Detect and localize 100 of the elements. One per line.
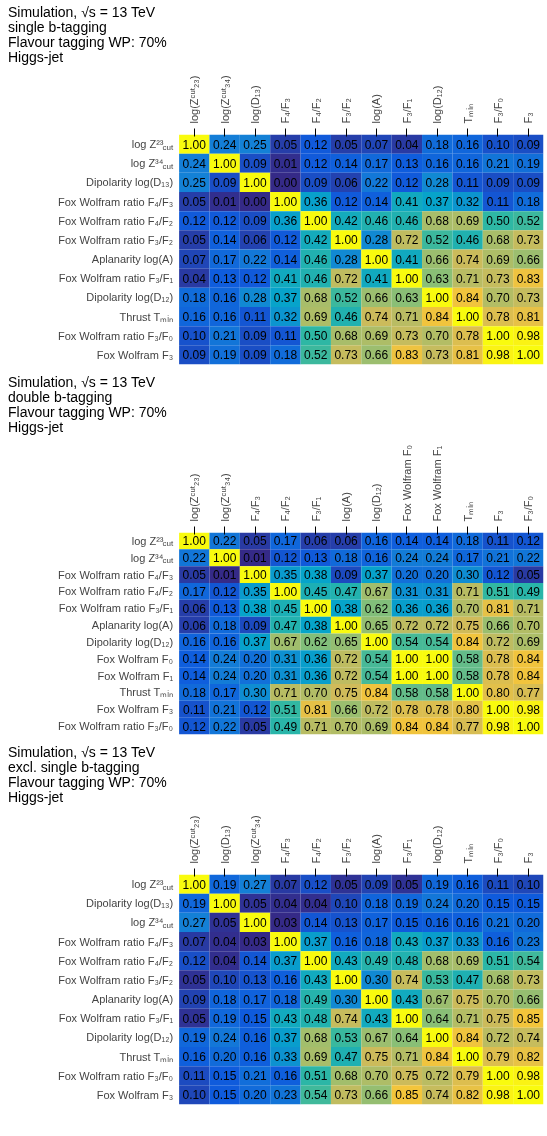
- data-label: 0.65: [334, 635, 359, 650]
- data-label: 0.05: [243, 896, 268, 911]
- data-label: 0.72: [334, 669, 359, 684]
- data-label: 0.10: [516, 877, 541, 892]
- data-label: 0.36: [425, 601, 450, 616]
- data-label: 0.11: [486, 534, 510, 549]
- data-label: 0.24: [182, 156, 207, 171]
- data-label: 0.84: [516, 669, 541, 684]
- data-label: 0.67: [273, 635, 298, 650]
- data-label: 0.12: [273, 551, 298, 566]
- data-label: 0.13: [212, 601, 237, 616]
- text: Higgs-jet: [8, 789, 64, 805]
- data-label: 0.27: [182, 915, 207, 930]
- data-label: 0.43: [334, 954, 359, 969]
- data-label: 0.78: [455, 329, 480, 344]
- data-label: 0.16: [182, 635, 207, 650]
- y-tick-label: Fox Wolfram ratio F₄/F₃: [57, 935, 174, 948]
- data-label: 0.06: [304, 534, 328, 549]
- data-label: 1.00: [425, 669, 450, 684]
- data-label: 0.16: [455, 156, 480, 171]
- y-tick-label: Aplanarity log(A): [91, 993, 174, 1006]
- data-label: 0.74: [364, 310, 389, 325]
- data-label: 1.00: [516, 348, 541, 363]
- data-label: 0.38: [304, 568, 328, 583]
- data-label: 0.14: [304, 915, 328, 930]
- data-label: 0.17: [364, 915, 389, 930]
- data-label: 0.07: [364, 137, 389, 152]
- data-label: 0.22: [182, 551, 207, 566]
- data-label: 0.43: [304, 973, 328, 988]
- data-label: 0.51: [273, 702, 298, 717]
- data-label: 0.78: [395, 702, 419, 717]
- data-label: 0.11: [243, 310, 267, 325]
- x-tick-label: log(Zᶜᵘᵗ₂₃): [188, 815, 201, 864]
- data-label: 0.04: [304, 896, 328, 911]
- x-tick-label: F₃: [491, 510, 504, 522]
- data-label: 0.42: [304, 233, 328, 248]
- data-label: 0.71: [516, 601, 541, 616]
- data-label: 0.18: [455, 534, 480, 549]
- data-label: 0.14: [425, 534, 450, 549]
- data-label: 0.15: [486, 896, 510, 911]
- data-label: 1.00: [304, 214, 328, 229]
- data-label: 0.28: [364, 233, 389, 248]
- data-label: 0.72: [425, 618, 450, 633]
- data-label: 0.14: [273, 252, 298, 267]
- data-label: 0.67: [425, 992, 450, 1007]
- data-label: 0.71: [395, 310, 419, 325]
- y-tick-label: Fox Wolfram ratio F₃/F₁: [58, 1012, 174, 1025]
- y-tick-label: Fox Wolfram F₃: [96, 703, 174, 716]
- data-label: 0.98: [516, 702, 541, 717]
- data-label: 0.32: [455, 195, 480, 210]
- data-label: 0.36: [395, 601, 419, 616]
- data-label: 0.46: [304, 252, 328, 267]
- data-label: 0.04: [273, 896, 298, 911]
- data-label: 0.47: [455, 973, 480, 988]
- data-label: 0.77: [516, 685, 541, 700]
- data-label: 0.98: [486, 719, 510, 734]
- data-label: 0.09: [334, 568, 359, 583]
- data-label: 0.11: [486, 877, 510, 892]
- data-label: 0.25: [243, 137, 268, 152]
- data-label: 0.09: [243, 214, 268, 229]
- data-label: 0.68: [425, 214, 450, 229]
- text: double b-tagging: [8, 389, 114, 405]
- data-label: 0.30: [364, 973, 389, 988]
- data-label: 0.73: [486, 271, 510, 286]
- data-label: 0.16: [455, 137, 480, 152]
- data-label: 0.66: [425, 252, 450, 267]
- data-label: 0.58: [425, 685, 450, 700]
- data-label: 0.66: [334, 702, 359, 717]
- data-label: 0.69: [364, 329, 389, 344]
- data-label: 0.19: [425, 877, 450, 892]
- data-label: 0.58: [455, 669, 480, 684]
- data-label: 0.37: [304, 935, 328, 950]
- data-label: 0.70: [334, 719, 359, 734]
- data-label: 0.63: [425, 271, 450, 286]
- data-label: 0.07: [182, 252, 207, 267]
- data-label: 0.20: [516, 915, 541, 930]
- data-label: 0.14: [395, 534, 419, 549]
- data-label: 0.16: [182, 1050, 207, 1065]
- data-label: 0.09: [243, 348, 268, 363]
- data-label: 1.00: [395, 1011, 419, 1026]
- data-label: 0.09: [182, 348, 207, 363]
- data-label: 0.03: [273, 915, 298, 930]
- data-label: 0.11: [456, 175, 480, 190]
- x-tick-label: log(Zᶜᵘᵗ₂₃): [188, 75, 201, 124]
- y-tick-label: Thrust Tₘᵢₙ: [119, 1050, 173, 1063]
- data-label: 1.00: [425, 1030, 450, 1045]
- data-label: 1.00: [243, 175, 268, 190]
- data-label: 0.67: [364, 584, 389, 599]
- x-tick-label: F₃/F₂: [340, 98, 353, 124]
- x-tick-label: log(D₁₃): [249, 85, 262, 124]
- data-label: 0.01: [273, 156, 298, 171]
- data-label: 0.30: [243, 685, 268, 700]
- data-label: 0.46: [334, 310, 359, 325]
- data-label: 0.06: [334, 534, 359, 549]
- data-label: 0.50: [486, 214, 510, 229]
- x-tick-label: log(Zᶜᵘᵗ₃₄): [249, 815, 262, 864]
- data-label: 0.51: [304, 1069, 328, 1084]
- data-label: 0.22: [516, 551, 541, 566]
- data-label: 0.73: [334, 1088, 359, 1103]
- chart-title: Simulation, √s = 13 TeV: [8, 744, 157, 760]
